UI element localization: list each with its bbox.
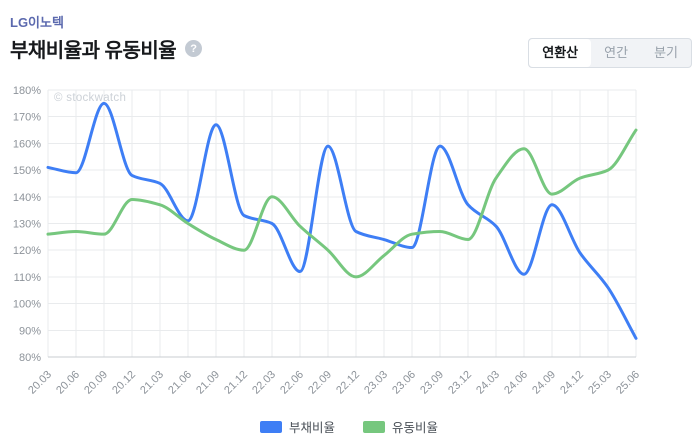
y-axis-tick-label: 150% [13,165,41,177]
x-axis-tick-label: 21.09 [194,369,222,397]
legend-item-current-ratio[interactable]: 유동비율 [363,417,438,436]
x-axis-tick-label: 24.06 [502,369,530,397]
x-axis-tick-label: 24.09 [530,369,558,397]
debt-ratio-line [46,101,638,340]
legend-label-current-ratio: 유동비율 [392,421,439,435]
page-title: 부채비율과 유동비율 [10,40,177,62]
x-axis-tick-label: 21.06 [166,369,194,397]
y-axis-tick-label: 140% [13,192,41,204]
x-axis-tick-label: 22.03 [250,369,278,397]
y-axis-tick-label: 90% [19,325,41,337]
x-axis-tick-label: 24.03 [474,369,502,397]
current-ratio-line [46,128,638,279]
title-row: 부채비율과 유동비율 ? [10,34,203,63]
y-axis-tick-label: 120% [13,245,41,257]
watermark: © stockwatch [54,92,127,104]
y-axis-tick-label: 180% [13,85,41,97]
y-axis-tick-label: 170% [13,112,41,124]
legend-label-debt-ratio: 부채비율 [288,421,335,435]
x-axis-tick-label: 25.06 [614,369,642,397]
legend-item-debt-ratio[interactable]: 부채비율 [259,417,335,436]
x-axis-tick-label: 20.09 [82,369,110,397]
x-axis-tick-label: 20.06 [54,369,82,397]
x-axis-tick-label: 23.12 [446,369,474,397]
company-link[interactable]: LG이노텍 [10,15,64,30]
x-axis-tick-label: 22.12 [334,369,362,397]
x-axis-tick-label: 22.09 [306,369,334,397]
y-axis-tick-label: 100% [13,299,41,311]
period-toggle: 연환산 연간 분기 [528,38,692,68]
y-axis-tick-label: 110% [14,272,42,284]
legend-swatch-current-ratio [363,420,385,433]
chart-legend: 부채비율 유동비율 [0,417,698,436]
x-axis-tick-label: 23.09 [418,369,446,397]
x-axis-tick-label: 20.03 [26,369,54,397]
x-axis-tick-label: 20.12 [110,369,138,397]
x-axis-tick-label: 23.03 [362,369,390,397]
tab-annual[interactable]: 연간 [591,39,641,67]
legend-swatch-debt-ratio [259,420,282,433]
y-axis-tick-label: 130% [13,219,41,231]
x-axis-tick-label: 22.06 [278,369,306,397]
x-axis-tick-label: 21.12 [222,369,250,397]
x-axis-tick-label: 25.03 [586,369,614,397]
y-axis-tick-label: 80% [19,352,41,364]
help-icon[interactable]: ? [185,40,203,57]
x-axis-tick-label: 23.06 [390,369,418,397]
tab-quarterly[interactable]: 분기 [641,39,691,67]
x-axis-tick-label: 24.12 [558,369,586,397]
tab-annualized[interactable]: 연환산 [529,39,592,67]
x-axis-tick-label: 21.03 [138,369,166,397]
y-axis-tick-label: 160% [13,138,41,150]
